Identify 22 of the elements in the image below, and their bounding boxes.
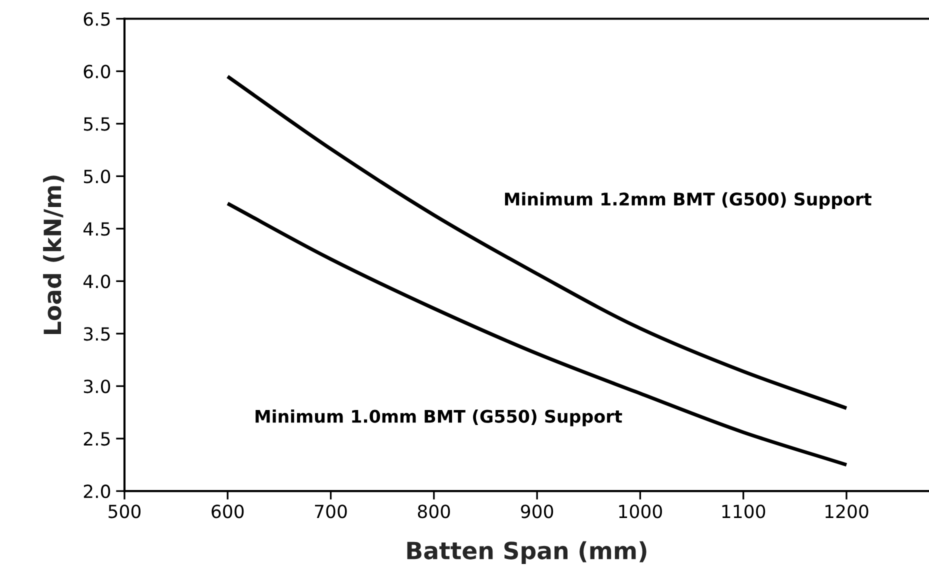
y-tick-label: 6.0 xyxy=(84,64,110,78)
y-tick-label: 4.5 xyxy=(83,222,110,236)
y-axis-title: Load (kN/m) xyxy=(43,176,64,334)
text: Minimum 1.2mm BMT (G500) Support xyxy=(505,192,872,209)
x-tick-label: 1200 xyxy=(825,504,868,518)
x-tick-label: 500 xyxy=(108,504,141,518)
x-tick-label: 700 xyxy=(315,504,347,518)
y-tick-label: 6.5 xyxy=(84,12,110,26)
y-tick-label: 5.5 xyxy=(84,117,110,131)
x-tick-label: 1000 xyxy=(619,504,662,518)
x-tick-label: 800 xyxy=(418,504,450,518)
x-tick-label: 900 xyxy=(520,504,554,518)
series-label: Minimum 1.0mm BMT (G550) Support xyxy=(256,409,622,426)
x-tick-label: 600 xyxy=(212,504,244,518)
y-tick-label: 2.5 xyxy=(84,432,110,446)
y-tick-label: 3.0 xyxy=(84,380,110,394)
x-axis-title: Batten Span (mm) xyxy=(407,541,646,564)
y-tick-label: 3.5 xyxy=(84,327,110,341)
x-tick-label: 1100 xyxy=(722,504,766,518)
y-tick-label: 5.0 xyxy=(84,170,110,184)
y-tick-label: 2.0 xyxy=(84,484,110,498)
y-tick-label: 4.0 xyxy=(83,274,110,288)
